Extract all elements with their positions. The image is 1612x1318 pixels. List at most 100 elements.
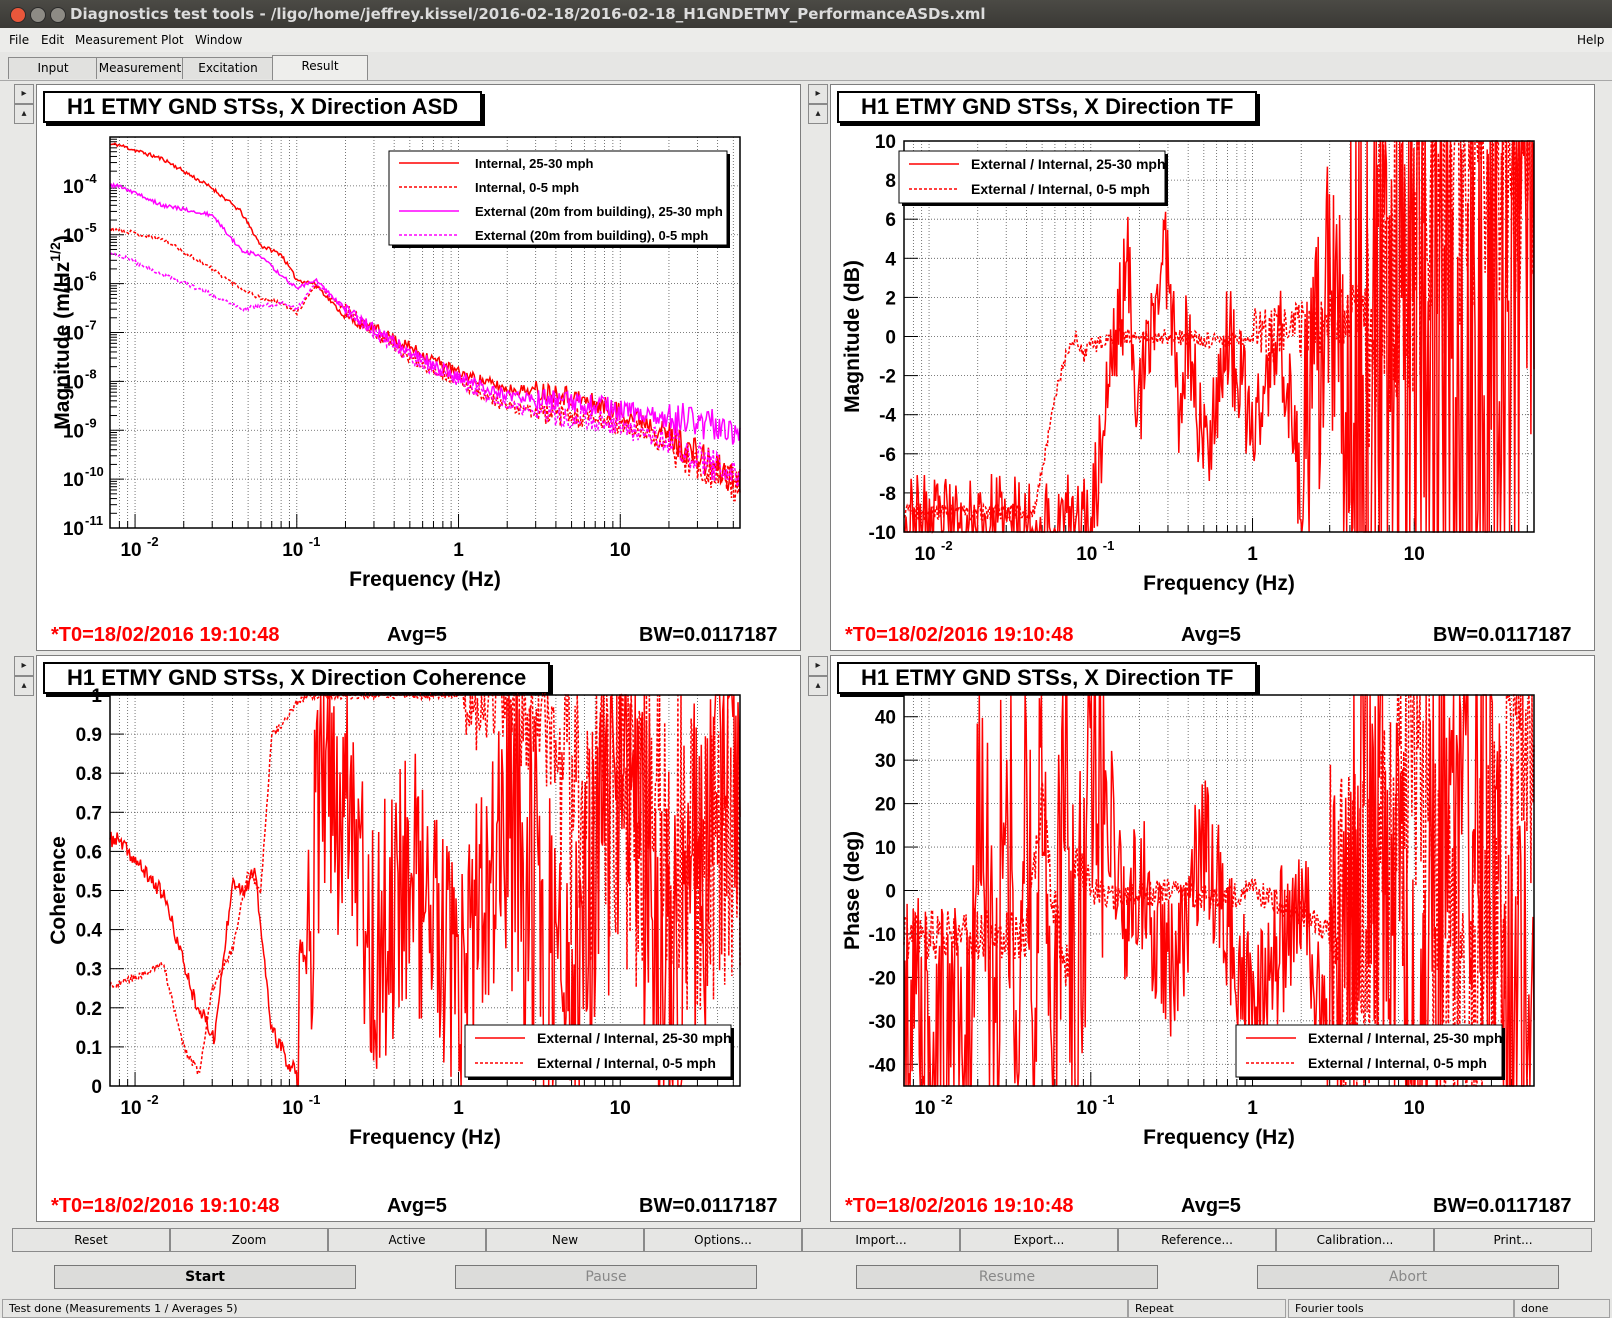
plot-pad-coherence[interactable]: H1 ETMY GND STSs, X Direction Coherence … — [36, 655, 801, 1222]
pad-collapse-icon[interactable]: ▴ — [808, 104, 828, 124]
legend-label: External / Internal, 25-30 mph — [1308, 1030, 1503, 1046]
pad-expand-icon[interactable]: ▸ — [14, 84, 34, 104]
y-tick-label-exponent: -4 — [85, 171, 97, 186]
bw-label: BW=0.0117187 — [639, 1195, 778, 1217]
menu-measurement[interactable]: Measurement — [75, 33, 158, 47]
resume-button[interactable]: Resume — [856, 1265, 1158, 1289]
x-tick-label: 10 — [914, 544, 935, 565]
avg-label: Avg=5 — [387, 1195, 447, 1217]
y-tick-label: 10 — [63, 470, 84, 491]
plot-frame — [109, 694, 741, 1087]
pad-expand-icon[interactable]: ▸ — [14, 656, 34, 676]
y-tick-label-exponent: -6 — [85, 269, 97, 284]
tab-measurement[interactable]: Measurement — [96, 57, 184, 79]
x-tick-label: 1 — [1247, 544, 1258, 565]
avg-label: Avg=5 — [387, 624, 447, 646]
x-tick-label: 10 — [282, 1098, 303, 1119]
y-tick-label: 4 — [885, 249, 896, 270]
x-tick-label-exponent: -1 — [1103, 1092, 1115, 1107]
y-axis-label: Coherence — [47, 836, 70, 945]
pad-collapse-icon[interactable]: ▴ — [14, 104, 34, 124]
tf-magnitude-plot[interactable]: 10 -2 10 -1 1 10 Frequency (Hz) -10 -8 -6 -4 -2 0 2 4 6… — [831, 85, 1594, 650]
menu-window[interactable]: Window — [195, 33, 243, 47]
reset-button[interactable]: Reset — [12, 1228, 170, 1252]
y-tick-label: 20 — [875, 795, 896, 816]
x-tick-label-exponent: -1 — [1103, 538, 1115, 553]
pad-collapse-icon[interactable]: ▴ — [808, 676, 828, 696]
start-button[interactable]: Start — [54, 1265, 356, 1289]
menu-help[interactable]: Help — [1577, 33, 1605, 47]
t0-label: *T0=18/02/2016 19:10:48 — [51, 624, 280, 646]
x-tick-label-exponent: -2 — [147, 1092, 159, 1107]
maximize-icon[interactable] — [50, 7, 66, 23]
y-axis-label: Magnitude (dB) — [841, 260, 864, 413]
legend-box — [464, 1024, 732, 1078]
active-button[interactable]: Active — [328, 1228, 486, 1252]
y-tick-label: -20 — [869, 968, 896, 989]
y-tick-label-exponent: -10 — [85, 464, 104, 479]
series-line — [903, 694, 1535, 1087]
series-line — [109, 692, 741, 1075]
print-button[interactable]: Print... — [1434, 1228, 1592, 1252]
series-line — [109, 252, 741, 487]
y-tick-label: 0.4 — [76, 921, 103, 942]
y-tick-label: -8 — [879, 484, 896, 505]
y-tick-label-exponent: -11 — [85, 513, 103, 528]
tf-phase-plot[interactable]: 10 -2 10 -1 1 10 Frequency (Hz) -40 -30 -20 -10 0 10… — [831, 656, 1594, 1221]
y-tick-label: -2 — [879, 367, 896, 388]
y-tick-label-exponent: -7 — [85, 318, 97, 333]
legend-label: External / Internal, 0-5 mph — [1308, 1055, 1487, 1071]
menubar: File Edit Measurement Plot Window Help — [0, 28, 1612, 52]
coherence-plot[interactable]: 10 -2 10 -1 1 10 Frequency (Hz) 0 0.1 0.2 0.3 0.4 0.… — [37, 656, 800, 1221]
menu-plot[interactable]: Plot — [161, 33, 184, 47]
y-tick-label: 10 — [63, 226, 84, 247]
status-tool: Fourier tools — [1288, 1299, 1514, 1318]
window-titlebar: Diagnostics test tools - /ligo/home/jeff… — [0, 0, 1612, 28]
y-tick-label: 10 — [63, 421, 84, 442]
abort-button[interactable]: Abort — [1257, 1265, 1559, 1289]
x-tick-label-exponent: -1 — [309, 1092, 321, 1107]
x-tick-label: 10 — [120, 1098, 141, 1119]
plot-pad-tf-magnitude[interactable]: H1 ETMY GND STSs, X Direction TF 10 -2 10-… — [830, 84, 1595, 651]
tab-excitation[interactable]: Excitation — [182, 57, 274, 79]
pad-expand-icon[interactable]: ▸ — [808, 84, 828, 104]
y-tick-label: 0.8 — [76, 764, 102, 785]
y-tick-label: 6 — [885, 210, 896, 231]
zoom-button[interactable]: Zoom — [170, 1228, 328, 1252]
menu-file[interactable]: File — [9, 33, 30, 47]
x-axis-label: Frequency (Hz) — [1143, 1126, 1295, 1149]
tab-input[interactable]: Input — [8, 57, 98, 79]
y-tick-label: 10 — [875, 838, 896, 859]
y-tick-label: 0.9 — [76, 725, 102, 746]
tab-result[interactable]: Result — [272, 55, 368, 80]
series-line — [109, 693, 741, 1087]
calibration-button[interactable]: Calibration... — [1276, 1228, 1434, 1252]
options-button[interactable]: Options... — [644, 1228, 802, 1252]
pad-expand-icon[interactable]: ▸ — [808, 656, 828, 676]
x-tick-label: 10 — [1076, 1098, 1097, 1119]
plot-pad-asd[interactable]: H1 ETMY GND STSs, X Direction ASD 10 -2 10… — [36, 84, 801, 651]
pause-button[interactable]: Pause — [455, 1265, 757, 1289]
panel-title: H1 ETMY GND STSs, X Direction Coherence — [43, 662, 551, 694]
t0-label: *T0=18/02/2016 19:10:48 — [845, 1195, 1074, 1217]
reference-button[interactable]: Reference... — [1118, 1228, 1276, 1252]
menu-edit[interactable]: Edit — [41, 33, 65, 47]
legend-label: External (20m from building), 0-5 mph — [475, 228, 708, 243]
pad-collapse-icon[interactable]: ▴ — [14, 676, 34, 696]
y-tick-label: 2 — [885, 288, 896, 309]
series-line — [904, 140, 1535, 534]
x-tick-label: 10 — [610, 1098, 631, 1119]
close-icon[interactable] — [10, 7, 26, 23]
plot-pad-tf-phase[interactable]: H1 ETMY GND STSs, X Direction TF 10 -2 10-… — [830, 655, 1595, 1222]
t0-label: *T0=18/02/2016 19:10:48 — [51, 1195, 280, 1217]
bw-label: BW=0.0117187 — [1433, 624, 1572, 646]
minimize-icon[interactable] — [30, 7, 46, 23]
y-tick-label: 30 — [875, 751, 896, 772]
new-button[interactable]: New — [486, 1228, 644, 1252]
import-button[interactable]: Import... — [802, 1228, 960, 1252]
export-button[interactable]: Export... — [960, 1228, 1118, 1252]
legend-box — [1235, 1024, 1503, 1078]
y-tick-label: -4 — [879, 406, 896, 427]
y-tick-label: 8 — [885, 171, 896, 192]
